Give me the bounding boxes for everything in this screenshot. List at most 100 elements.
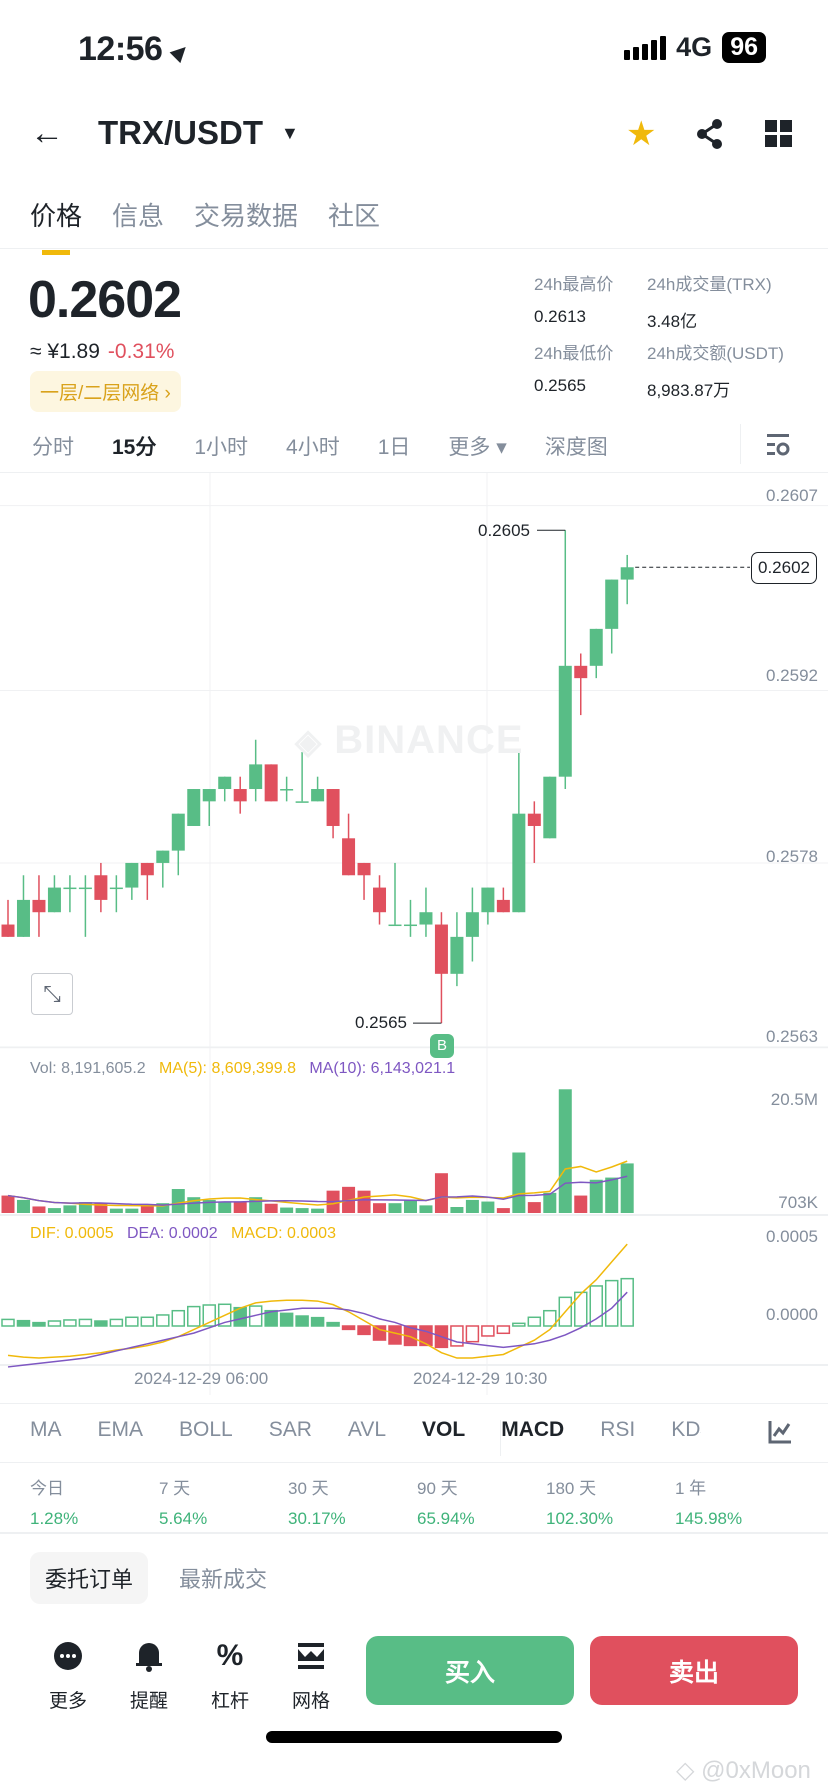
divider <box>740 424 741 464</box>
period-label: 今日 <box>30 1479 64 1498</box>
macd-bar <box>357 1325 371 1336</box>
volume-bar <box>403 1200 417 1213</box>
watermark-text: @0xMoon <box>701 1757 811 1784</box>
signal-icon <box>624 35 667 60</box>
indicator-sar[interactable]: SAR <box>268 1418 312 1441</box>
macd-bar <box>604 1279 619 1327</box>
candle-body <box>202 789 216 802</box>
volume-bar <box>388 1203 402 1213</box>
stat-24h-turnover: 24h成交额(USDT) 8,983.87万 <box>647 339 784 401</box>
share-icon[interactable] <box>695 118 725 150</box>
candle-body <box>388 924 402 927</box>
tab-open-orders[interactable]: 委托订单 <box>30 1552 149 1604</box>
volume-bar <box>589 1179 603 1213</box>
leverage-label: 杠杆 <box>210 1691 249 1712</box>
pair-selector[interactable]: TRX/USDT ▼ <box>98 114 299 152</box>
network-badge[interactable]: 一层/二层网络 › <box>30 371 181 412</box>
candle-body <box>125 862 139 888</box>
sell-button[interactable]: 卖出 <box>590 1636 798 1705</box>
time-axis-label: 2024-12-29 10:30 <box>413 1369 548 1388</box>
macd-bar <box>32 1321 46 1327</box>
grid-icon[interactable] <box>765 120 793 148</box>
candle-body <box>94 875 108 900</box>
tab-info[interactable]: 信息 <box>112 201 165 231</box>
indicator-avl[interactable]: AVL <box>347 1418 387 1441</box>
period-value: 1.28% <box>30 1509 79 1528</box>
candle-body <box>558 665 572 777</box>
back-arrow-icon[interactable]: ← <box>30 114 64 152</box>
battery-icon: 96 <box>722 32 766 63</box>
macd-bar <box>481 1325 495 1337</box>
indicator-ma[interactable]: MA <box>30 1418 62 1441</box>
volume-bar <box>94 1203 108 1213</box>
indicator-boll[interactable]: BOLL <box>179 1418 233 1441</box>
buy-trade-marker[interactable]: B <box>430 1034 454 1058</box>
macd-bar <box>16 1319 31 1327</box>
interval-1d[interactable]: 1日 <box>377 436 411 459</box>
period-label: 180 天 <box>546 1479 597 1498</box>
interval-time[interactable]: 分时 <box>32 436 74 459</box>
low-price-marker: 0.2565 <box>355 1013 407 1032</box>
volume-bar <box>264 1203 278 1213</box>
candle-body <box>419 912 433 925</box>
tab-price[interactable]: 价格 <box>30 196 82 255</box>
more-icon <box>54 1642 82 1670</box>
indicator-ema[interactable]: EMA <box>97 1418 144 1441</box>
dif-value: DIF: 0.0005 <box>30 1225 114 1242</box>
home-indicator[interactable] <box>266 1731 562 1743</box>
interval-4h[interactable]: 4小时 <box>286 436 340 459</box>
grid-trading-button[interactable]: 网格 <box>279 1636 343 1713</box>
volume-bar <box>419 1205 433 1213</box>
depth-chart-tab[interactable]: 深度图 <box>544 436 608 459</box>
stat-value: 3.48亿 <box>647 312 698 331</box>
indicator-settings-area <box>730 1410 828 1454</box>
macd-bar <box>512 1322 526 1327</box>
stat-label: 24h成交量(TRX) <box>647 275 772 294</box>
volume-bar <box>605 1177 619 1213</box>
macd-bar <box>264 1309 278 1327</box>
indicator-vol[interactable]: VOL <box>422 1418 466 1441</box>
indicator-kdj[interactable]: KDJ <box>671 1418 701 1441</box>
grid-trading-icon <box>298 1643 324 1669</box>
macd-axis-label: 0.0000 <box>766 1305 818 1324</box>
macd-bar <box>187 1305 201 1327</box>
buy-button[interactable]: 买入 <box>366 1636 574 1705</box>
candle-body <box>1 924 15 937</box>
candle-body <box>326 789 340 826</box>
indicator-rsi[interactable]: RSI <box>600 1418 636 1441</box>
volume-axis-label: 20.5M <box>770 1090 818 1109</box>
period-label: 90 天 <box>417 1479 458 1498</box>
indicator-settings-icon[interactable] <box>768 1420 792 1444</box>
status-indicators: 4G 96 <box>624 32 766 63</box>
tab-latest-trades[interactable]: 最新成交 <box>179 1567 268 1592</box>
percent-icon: % <box>216 1639 244 1672</box>
indicator-macd[interactable]: MACD <box>501 1418 565 1441</box>
candle-body <box>171 813 185 851</box>
candle-body <box>434 924 448 974</box>
volume-bar <box>620 1163 634 1213</box>
macd-bar <box>326 1321 340 1327</box>
dif-line <box>7 1243 628 1359</box>
period-today: 今日 1.28% <box>30 1474 159 1529</box>
tab-community[interactable]: 社区 <box>328 201 381 231</box>
star-icon[interactable]: ★ <box>626 115 657 153</box>
volume-bar <box>1 1195 15 1213</box>
price-subline: ≈ ¥1.89 -0.31% <box>30 340 174 364</box>
network-label: 4G <box>676 32 713 62</box>
period-180d: 180 天 102.30% <box>546 1474 675 1529</box>
macd-legend: DIF: 0.0005 DEA: 0.0002 MACD: 0.0003 <box>30 1225 336 1243</box>
interval-1h[interactable]: 1小时 <box>194 436 249 459</box>
volume-bar <box>434 1173 448 1213</box>
macd-value: MACD: 0.0003 <box>231 1225 336 1242</box>
interval-15m[interactable]: 15分 <box>112 436 157 459</box>
interval-more[interactable]: 更多 ▾ <box>448 436 507 459</box>
alert-button[interactable]: 提醒 <box>117 1636 181 1713</box>
volume-bar <box>373 1203 387 1213</box>
chart-settings-icon[interactable] <box>765 432 791 458</box>
leverage-button[interactable]: % 杠杆 <box>198 1636 262 1713</box>
candlestick-chart[interactable] <box>0 0 828 1400</box>
macd-axis-label: 0.0005 <box>766 1227 818 1246</box>
tab-trading-data[interactable]: 交易数据 <box>194 201 299 231</box>
more-button[interactable]: 更多 <box>36 1636 100 1713</box>
fullscreen-icon[interactable]: ⤡ <box>31 973 73 1015</box>
